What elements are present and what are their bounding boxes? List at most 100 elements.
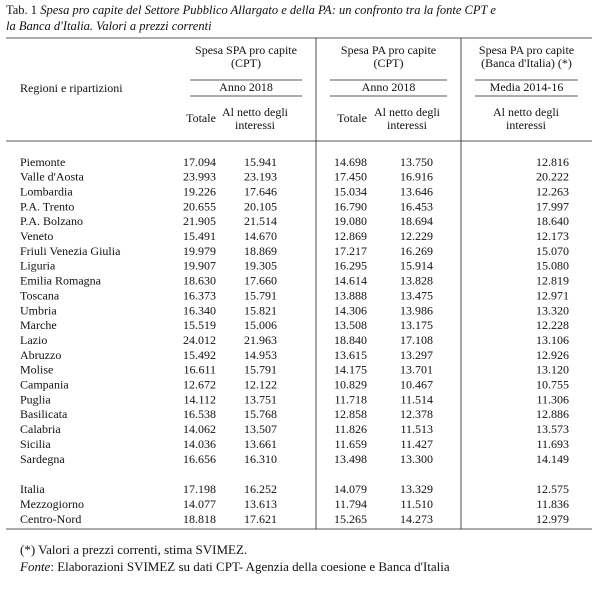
cell-value: 12.228 [536, 318, 569, 332]
cell-value: 14.614 [334, 274, 367, 288]
cell-value: 16.269 [400, 244, 433, 258]
cell-value: 17.646 [244, 184, 277, 198]
cell-value: 15.791 [244, 288, 277, 302]
cell-value: 14.149 [536, 452, 569, 466]
cell-value: 15.768 [244, 407, 277, 421]
cell-value: 12.819 [536, 274, 569, 288]
row-label: Molise [20, 363, 53, 377]
cell-value: 13.498 [334, 452, 367, 466]
note-source: Fonte: Elaborazioni SVIMEZ su dati CPT- … [19, 559, 450, 574]
cell-value: 13.300 [400, 452, 433, 466]
cell-value: 13.320 [536, 303, 569, 317]
cell-value: 12.378 [400, 407, 433, 421]
cell-value: 11.836 [536, 497, 569, 511]
cell-value: 15.070 [536, 244, 569, 258]
cell-value: 16.611 [183, 363, 216, 377]
row-label: Lombardia [20, 184, 73, 198]
cell-value: 19.080 [334, 214, 367, 228]
cell-value: 24.012 [183, 333, 216, 347]
cell-value: 13.329 [400, 482, 433, 496]
cell-value: 15.821 [244, 303, 277, 317]
row-label: Veneto [20, 229, 53, 243]
row-label: Lazio [20, 333, 47, 347]
row-label: Sicilia [20, 437, 51, 451]
cell-value: 15.491 [183, 229, 216, 243]
cell-value: 12.816 [536, 155, 569, 169]
row-label: Sardegna [20, 452, 65, 466]
column-header: Totale [186, 111, 216, 125]
cell-value: 18.869 [244, 244, 277, 258]
column-header: Al netto degli [222, 105, 289, 119]
cell-value: 13.106 [536, 333, 569, 347]
cell-value: 19.226 [183, 184, 216, 198]
cell-value: 16.790 [334, 199, 367, 213]
cell-value: 16.310 [244, 452, 277, 466]
cell-value: 13.751 [244, 392, 277, 406]
cell-value: 15.006 [244, 318, 277, 332]
cell-value: 19.907 [183, 259, 216, 273]
group-title: Spesa PA pro capite [341, 43, 436, 57]
cell-value: 13.508 [334, 318, 367, 332]
column-header: Totale [337, 111, 367, 125]
cell-value: 17.660 [244, 274, 277, 288]
cell-value: 13.613 [244, 497, 277, 511]
cell-value: 14.112 [183, 392, 216, 406]
cell-value: 13.828 [400, 274, 433, 288]
cell-value: 15.265 [334, 512, 367, 526]
cell-value: 20.655 [183, 199, 216, 213]
cell-value: 15.519 [183, 318, 216, 332]
row-label: P.A. Bolzano [20, 214, 83, 228]
cell-value: 12.926 [536, 348, 569, 362]
cell-value: 12.886 [536, 407, 569, 421]
group-period: Anno 2018 [362, 80, 416, 94]
title-line-1: Tab. 1 Spesa pro capite del Settore Pubb… [6, 3, 496, 17]
cell-value: 17.997 [536, 199, 569, 213]
source-label: Fonte [19, 559, 51, 574]
cell-value: 18.640 [536, 214, 569, 228]
cell-value: 11.693 [536, 437, 569, 451]
cell-value: 13.573 [536, 422, 569, 436]
cell-value: 17.198 [183, 482, 216, 496]
cell-value: 11.826 [334, 422, 367, 436]
cell-value: 16.453 [400, 199, 433, 213]
cell-value: 12.869 [334, 229, 367, 243]
cell-value: 13.120 [536, 363, 569, 377]
cell-value: 12.858 [334, 407, 367, 421]
cell-value: 12.263 [536, 184, 569, 198]
cell-value: 11.427 [400, 437, 433, 451]
group-title: (CPT) [374, 56, 404, 70]
cell-value: 20.222 [536, 170, 569, 184]
cell-value: 15.492 [183, 348, 216, 362]
cell-value: 13.888 [334, 288, 367, 302]
cell-value: 21.514 [244, 214, 277, 228]
row-label: Centro-Nord [20, 512, 81, 526]
row-label: Mezzogiorno [20, 497, 84, 511]
cell-value: 16.538 [183, 407, 216, 421]
cell-value: 13.475 [400, 288, 433, 302]
cell-value: 17.094 [183, 155, 216, 169]
cell-value: 12.575 [536, 482, 569, 496]
row-label: Piemonte [20, 155, 65, 169]
cell-value: 17.217 [334, 244, 367, 258]
row-label: Toscana [20, 288, 60, 302]
cell-value: 11.794 [334, 497, 367, 511]
cell-value: 14.036 [183, 437, 216, 451]
cell-value: 16.373 [183, 288, 216, 302]
note-estimate: (*) Valori a prezzi correnti, stima SVIM… [20, 542, 247, 557]
cell-value: 11.306 [536, 392, 569, 406]
cell-value: 13.175 [400, 318, 433, 332]
row-label: Campania [20, 378, 69, 392]
column-header: Al netto degli [493, 105, 560, 119]
cell-value: 12.971 [536, 288, 569, 302]
column-header: interessi [235, 118, 276, 132]
group-period: Media 2014-16 [490, 80, 564, 94]
cell-value: 10.829 [334, 378, 367, 392]
cell-value: 14.670 [244, 229, 277, 243]
title-text: Spesa pro capite del Settore Pubblico Al… [40, 3, 496, 17]
cell-value: 17.108 [400, 333, 433, 347]
cell-value: 11.718 [334, 392, 367, 406]
source-text: : Elaborazioni SVIMEZ su dati CPT- Agenz… [50, 559, 450, 574]
cell-value: 11.514 [400, 392, 433, 406]
cell-value: 20.105 [244, 199, 277, 213]
